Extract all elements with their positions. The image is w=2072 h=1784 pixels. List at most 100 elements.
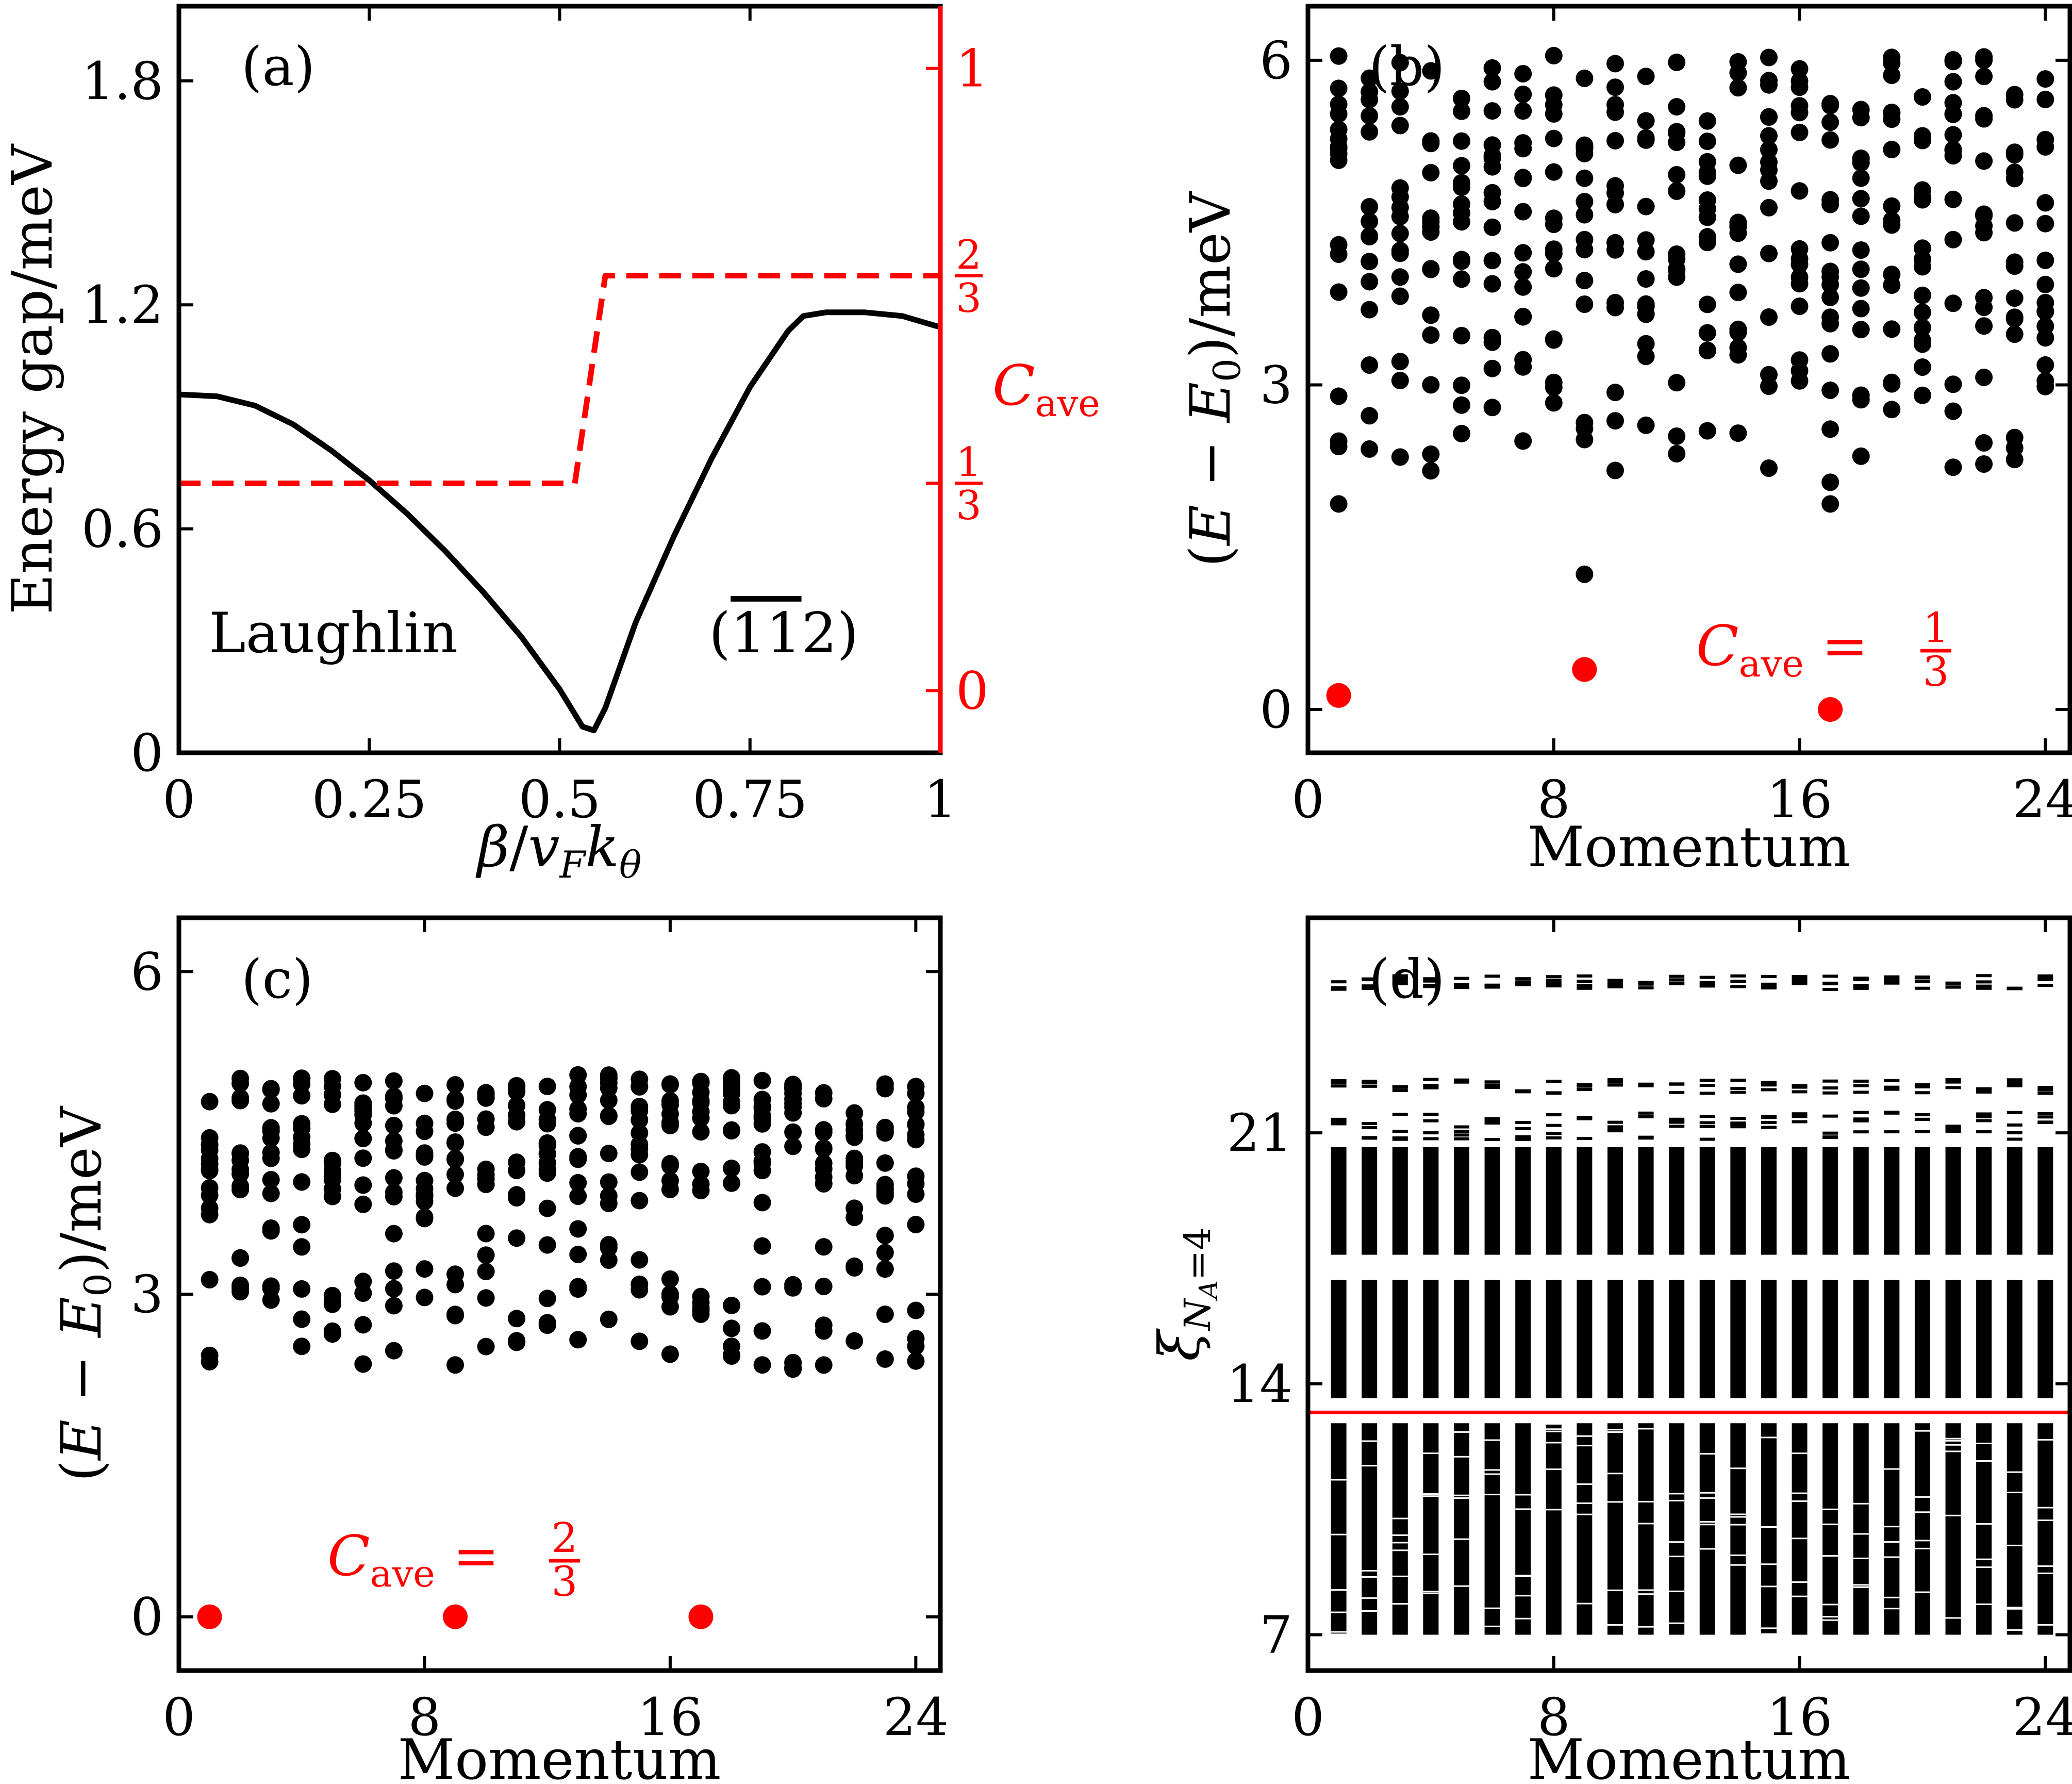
panel-c-excited-point	[538, 1290, 556, 1308]
panel-d-level-dash	[1730, 974, 1746, 978]
panel-d-level-dash	[1638, 981, 1654, 984]
panel-d-level-gap	[1638, 1428, 1654, 1430]
panel-b-excited-point	[1483, 136, 1501, 154]
panel-a-cave-dashed-line	[179, 273, 940, 486]
panel-d-level-gap	[1853, 1533, 1869, 1535]
panel-d-level-dash	[1392, 1089, 1408, 1093]
panel-d-level-dash	[2037, 974, 2053, 978]
panel-b-excited-point	[1453, 132, 1470, 150]
panel-b-excited-point	[1913, 191, 1931, 209]
panel-b-excited-point	[1698, 324, 1716, 342]
panel-d-level-gap	[2007, 1607, 2023, 1609]
panel-d-level-dash	[1484, 1137, 1500, 1141]
panel-d-level-gap	[1669, 1556, 1685, 1558]
panel-b-excited-point	[1483, 252, 1501, 270]
panel-b-excited-point	[1453, 89, 1470, 107]
panel-b-excited-point	[1821, 315, 1839, 333]
panel-b-excited-point	[1883, 216, 1901, 234]
panel-c-excited-point	[385, 1262, 403, 1280]
panel-d-level-dash	[1976, 974, 1992, 978]
panel-d-level-band	[1515, 1147, 1531, 1255]
panel-b-excited-point	[1422, 62, 1440, 80]
panel-d-level-gap	[2007, 1544, 2023, 1546]
panel-b-excited-point	[1391, 224, 1409, 242]
panel-d-xlabel: Momentum	[1528, 1728, 1851, 1784]
panel-c-excited-point	[446, 1150, 464, 1168]
panel-c-excited-point	[477, 1246, 495, 1264]
panel-b-excited-point	[2005, 325, 2024, 343]
panel-d-level-dash	[2007, 1123, 2023, 1127]
panel-c-excited-point	[446, 1110, 464, 1128]
panel-d-level-dash	[1607, 1083, 1623, 1087]
panel-d-level-dash	[1423, 977, 1439, 981]
panel-b-excited-point	[1698, 133, 1716, 151]
panel-b-excited-point	[1361, 356, 1379, 374]
panel-a-lines	[178, 273, 941, 734]
panel-d-level-dash	[1945, 1127, 1961, 1130]
panel-d-level-band	[1761, 1280, 1777, 1398]
panel-d-level-dash	[2007, 1111, 2023, 1114]
panel-d-level-dash	[1331, 1122, 1347, 1126]
panel-d-level-band	[1976, 1423, 1992, 1635]
panel-d-level-gap	[1669, 1622, 1685, 1624]
panel-c-ground-state-point	[197, 1604, 222, 1629]
panel-c-excited-point	[631, 1163, 649, 1181]
panel-d-level-dash	[1546, 978, 1562, 982]
panel-b-excited-point	[1760, 308, 1778, 326]
panel-d-level-gap	[1484, 1473, 1500, 1475]
panel-d-level-gap	[1484, 1469, 1500, 1471]
panel-d-level-gap	[1423, 1554, 1439, 1556]
panel-b-excited-point	[1760, 244, 1778, 262]
panel-d-level-dash	[1914, 1083, 1930, 1086]
panel-d-level-dash	[1699, 1084, 1715, 1087]
panel-d-level-dash	[1669, 1120, 1685, 1124]
panel-d-level-gap	[1362, 1576, 1378, 1578]
panel-d-level-gap	[1761, 1563, 1777, 1565]
panel-d-level-dash	[1515, 1090, 1531, 1094]
panel-b-xlabel: Momentum	[1528, 815, 1851, 880]
panel-d-level-band	[1546, 1280, 1562, 1398]
panel-c-excited-point	[753, 1278, 771, 1296]
panel-b-excited-point	[2036, 90, 2054, 108]
panel-d-level-band	[1914, 1280, 1930, 1398]
panel-d-level-band	[1730, 1423, 1746, 1635]
panel-d-level-dash	[2037, 1112, 2053, 1116]
panel-b-excited-point	[1729, 79, 1747, 97]
panel-d-level-gap	[1392, 1575, 1408, 1577]
panel-d-level-gap	[1822, 1619, 1838, 1621]
panel-d-level-gap	[1669, 1590, 1685, 1592]
panel-d-xtick-label: 24	[2013, 1687, 2072, 1747]
panel-d-level-gap	[1699, 1497, 1715, 1499]
panel-d-level-band	[1638, 1280, 1654, 1398]
panel-d-level-band	[1945, 1147, 1961, 1255]
panel-b-excited-point	[1576, 193, 1594, 211]
panel-d-level-dash	[1484, 1117, 1500, 1120]
panel-d-level-dash	[1822, 1135, 1838, 1139]
panel-b-excited-point	[1668, 166, 1686, 184]
panel-d-level-dash	[1515, 1137, 1531, 1141]
panel-d-level-dash	[1362, 1126, 1378, 1130]
panel-c-excited-point	[354, 1316, 372, 1334]
panel-d-level-dash	[1976, 1115, 1992, 1118]
panel-d-level-gap	[1484, 1625, 1500, 1627]
panel-b-excited-point	[1422, 306, 1440, 324]
panel-c-excited-point	[815, 1238, 833, 1256]
panel-d-level-gap	[2037, 1624, 2053, 1626]
panel-d-level-gap	[1484, 1494, 1500, 1496]
panel-b-excited-point	[1668, 374, 1686, 392]
panel-d-xtick-label: 8	[1537, 1687, 1570, 1747]
panel-d-level-gap	[1453, 1494, 1469, 1496]
panel-d-level-gap	[1945, 1617, 1961, 1619]
panel-b-excited-point	[1944, 230, 1962, 249]
panel-c-excited-point	[600, 1108, 618, 1126]
panel-c-excited-point	[846, 1199, 864, 1217]
panel-b: 0 8 16 24 0 3 6 (b) (E − E0)/meV Cave = 1 3 Mo…	[1179, 4, 2072, 880]
panel-a-y2tick-label: 0	[956, 660, 989, 721]
panel-c-excited-point	[323, 1095, 341, 1113]
panel-c-excited-point	[661, 1298, 679, 1316]
panel-d-level-dash	[1607, 1078, 1623, 1081]
panel-d-level-gap	[1453, 1538, 1469, 1540]
panel-b-excited-point	[1545, 244, 1563, 262]
panel-c-excited-point	[201, 1346, 219, 1364]
panel-b-excited-point	[1361, 273, 1379, 291]
